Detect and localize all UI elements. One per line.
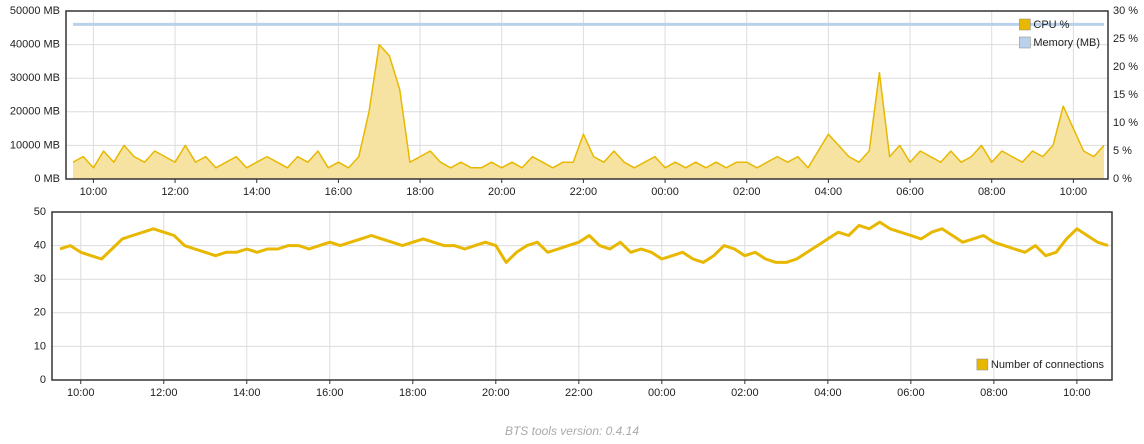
y-tick-label: 40000 MB bbox=[10, 39, 60, 51]
y2-tick-label: 10 % bbox=[1113, 117, 1138, 129]
y-tick-label: 50000 MB bbox=[10, 5, 60, 17]
area bbox=[73, 44, 1104, 179]
x-tick-label: 06:00 bbox=[897, 387, 925, 399]
x-tick-label: 12:00 bbox=[150, 387, 178, 399]
x-tick-label: 16:00 bbox=[325, 186, 353, 198]
y2-tick-label: 15 % bbox=[1113, 89, 1138, 101]
y-tick-label: 20 bbox=[34, 307, 46, 319]
x-tick-label: 00:00 bbox=[648, 387, 676, 399]
plot-frame bbox=[65, 10, 1109, 180]
x-tick-label: 08:00 bbox=[980, 387, 1008, 399]
legend-label: Number of connections bbox=[991, 359, 1105, 371]
x-tick-label: 14:00 bbox=[243, 186, 271, 198]
x-tick-label: 12:00 bbox=[161, 186, 189, 198]
y2-tick-label: 5 % bbox=[1113, 145, 1132, 157]
x-tick-label: 10:00 bbox=[80, 186, 108, 198]
legend: Number of connections bbox=[976, 358, 1105, 371]
y-tick-label: 30 bbox=[34, 273, 46, 285]
y-tick-label: 10 bbox=[34, 340, 46, 352]
legend: CPU % Memory (MB) bbox=[1019, 18, 1100, 49]
y-tick-label: 10000 MB bbox=[10, 139, 60, 151]
line bbox=[72, 43, 1105, 169]
y-tick-label: 0 bbox=[40, 374, 46, 386]
footer: BTS tools version: 0.4.14 bbox=[505, 424, 639, 438]
x-tick-label: 10:00 bbox=[67, 387, 95, 399]
x-tick-label: 18:00 bbox=[406, 186, 434, 198]
x-tick-label: 10:00 bbox=[1063, 387, 1091, 399]
line bbox=[59, 220, 1109, 264]
x-tick-label: 06:00 bbox=[896, 186, 924, 198]
x-tick-label: 02:00 bbox=[731, 387, 759, 399]
legend-swatch bbox=[976, 358, 989, 371]
x-tick-label: 22:00 bbox=[565, 387, 593, 399]
x-tick-label: 08:00 bbox=[978, 186, 1006, 198]
x-tick-label: 00:00 bbox=[651, 186, 679, 198]
y2-tick-label: 0 % bbox=[1113, 173, 1132, 185]
x-tick-label: 22:00 bbox=[570, 186, 598, 198]
x-tick-label: 10:00 bbox=[1060, 186, 1088, 198]
legend-label: CPU % bbox=[1033, 19, 1069, 31]
plot-frame bbox=[51, 211, 1113, 381]
y2-tick-label: 20 % bbox=[1113, 61, 1138, 73]
x-tick-label: 04:00 bbox=[815, 186, 843, 198]
y-tick-label: 0 MB bbox=[34, 173, 60, 185]
y2-tick-label: 30 % bbox=[1113, 5, 1138, 17]
x-tick-label: 18:00 bbox=[399, 387, 427, 399]
x-tick-label: 20:00 bbox=[482, 387, 510, 399]
x-tick-label: 02:00 bbox=[733, 186, 761, 198]
x-tick-label: 16:00 bbox=[316, 387, 344, 399]
y2-tick-label: 25 % bbox=[1113, 33, 1138, 45]
legend-swatch bbox=[1019, 18, 1031, 31]
legend-swatch bbox=[1019, 36, 1031, 49]
legend-label: Memory (MB) bbox=[1033, 37, 1100, 49]
y-tick-label: 50 bbox=[34, 206, 46, 218]
x-tick-label: 04:00 bbox=[814, 387, 842, 399]
y-tick-label: 20000 MB bbox=[10, 106, 60, 118]
y-tick-label: 40 bbox=[34, 240, 46, 252]
y-tick-label: 30000 MB bbox=[10, 72, 60, 84]
x-tick-label: 14:00 bbox=[233, 387, 261, 399]
x-tick-label: 20:00 bbox=[488, 186, 516, 198]
